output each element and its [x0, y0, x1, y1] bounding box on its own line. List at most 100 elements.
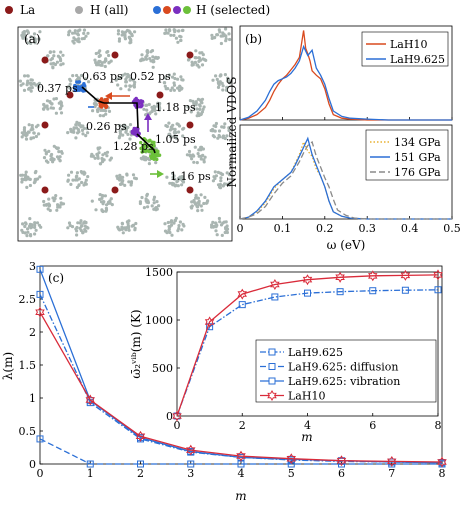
- h-all-point: [178, 220, 182, 224]
- c-main-series-1-point: [36, 435, 44, 443]
- h-all-point: [176, 29, 181, 33]
- h-all-point: [23, 231, 27, 235]
- annotation-1-16ps: 1.16 ps: [170, 170, 211, 183]
- h-all-point: [107, 60, 111, 64]
- h-selected-point: [140, 103, 144, 107]
- h-all-point: [60, 151, 64, 155]
- h-all-point: [127, 88, 131, 92]
- h-all-point: [147, 102, 151, 107]
- h-all-point: [105, 154, 109, 158]
- c-inset-series-0-point: [401, 286, 409, 294]
- h-all-point: [71, 39, 75, 43]
- h-all-point: [200, 63, 205, 67]
- h-all-point: [151, 65, 155, 69]
- h-all-point: [76, 76, 81, 80]
- h-all-clusters: [18, 27, 232, 238]
- h-all-point: [199, 193, 203, 197]
- h-all-point: [163, 31, 167, 35]
- c-main-xtick-label: 8: [439, 467, 446, 480]
- h-all-point: [163, 222, 167, 226]
- h-all-point: [33, 171, 38, 175]
- h-all-point: [225, 134, 229, 138]
- h-all-point: [170, 86, 174, 90]
- h-all-point: [172, 72, 176, 76]
- h-all-point: [58, 155, 62, 159]
- h-all-point: [30, 86, 34, 90]
- h-all-point: [170, 233, 174, 237]
- c-inset-series-0-point: [336, 288, 344, 296]
- h-all-point: [219, 179, 223, 183]
- h-all-point: [216, 85, 221, 89]
- h-all-point: [25, 133, 29, 137]
- top-legend: La H (all) H (selected): [5, 3, 270, 17]
- h-all-point: [155, 200, 159, 204]
- h-all-point: [154, 112, 158, 116]
- h-all-point: [84, 178, 88, 182]
- h-all-point: [86, 31, 90, 35]
- h-all-point: [79, 73, 84, 78]
- h-all-point: [20, 135, 24, 139]
- h-all-point: [75, 225, 79, 230]
- h-all-point: [125, 172, 129, 176]
- h-all-point: [201, 107, 205, 111]
- c-main-ytick-label: 0: [29, 458, 36, 471]
- h-all-point: [23, 221, 28, 225]
- h-all-point: [118, 134, 122, 138]
- legend-h-sel-marker-blue: [153, 6, 161, 14]
- h-all-point: [107, 109, 112, 113]
- c-main-series-1-point: [86, 460, 94, 468]
- h-selected-point: [139, 146, 143, 151]
- h-all-point: [83, 220, 87, 224]
- h-all-point: [152, 195, 157, 199]
- h-all-point: [227, 128, 231, 133]
- h-all-point: [169, 88, 173, 92]
- h-all-point: [75, 229, 79, 233]
- h-all-point: [100, 193, 104, 198]
- h-all-point: [157, 204, 161, 208]
- h-all-point: [67, 173, 71, 177]
- h-all-point: [22, 128, 26, 132]
- h-all-point: [173, 219, 177, 223]
- c-inset-ytick-label: 500: [152, 362, 173, 375]
- b-top-legend-label-1: LaH9.625: [390, 53, 445, 66]
- h-all-point: [97, 54, 101, 59]
- b-bot-legend-label-2: 176 GPa: [394, 166, 441, 179]
- h-all-point: [59, 50, 63, 54]
- h-all-point: [46, 207, 50, 211]
- h-all-point: [192, 200, 196, 204]
- h-all-point: [133, 228, 137, 232]
- h-all-point: [104, 109, 108, 113]
- h-all-point: [33, 221, 37, 225]
- h-all-point: [181, 134, 185, 138]
- h-all-point: [228, 81, 232, 85]
- panel-c-lambda-plot: 0 1 2 3 4 5 6 7 8 0 0.5 1 1.5 2 2.5 3 (c) m λ(m): [1, 260, 447, 503]
- h-all-point: [29, 78, 33, 82]
- h-all-point: [94, 208, 98, 212]
- h-all-point: [52, 199, 56, 203]
- c-legend-marker: [268, 348, 276, 356]
- c-inset-ytick-label: 0: [166, 410, 173, 423]
- h-selected-point: [77, 80, 82, 84]
- h-all-point: [54, 97, 59, 101]
- h-all-point: [148, 57, 152, 61]
- c-main-ytick-label: 1: [29, 392, 36, 405]
- c-inset-series-0-point: [304, 289, 311, 297]
- h-all-point: [98, 114, 102, 118]
- h-all-point: [77, 177, 81, 181]
- h-all-point: [108, 199, 112, 203]
- h-all-point: [224, 39, 228, 43]
- h-all-point: [37, 85, 41, 89]
- h-all-point: [189, 110, 193, 114]
- h-all-point: [171, 175, 175, 180]
- h-all-point: [172, 88, 176, 92]
- h-all-point: [126, 222, 130, 226]
- h-all-point: [194, 49, 198, 53]
- h-all-point: [195, 63, 199, 67]
- h-all-point: [84, 134, 88, 138]
- h-all-point: [163, 84, 167, 88]
- c-main-series-3-line: [39, 311, 443, 463]
- h-all-point: [224, 226, 228, 230]
- h-selected-point: [149, 150, 154, 154]
- h-all-point: [171, 182, 176, 186]
- h-all-point: [218, 220, 222, 224]
